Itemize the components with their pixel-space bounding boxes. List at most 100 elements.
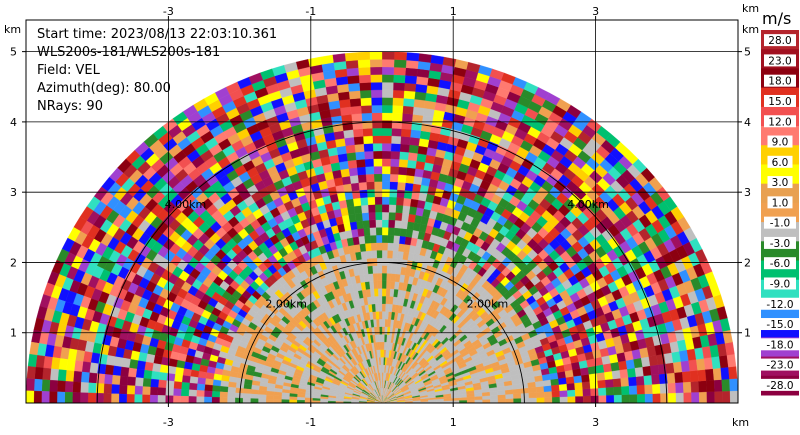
- velocity-cell: [211, 396, 220, 404]
- y-tick-label-left: 4: [10, 116, 17, 129]
- velocity-cell: [720, 366, 730, 380]
- velocity-cell: [242, 393, 251, 399]
- velocity-cell: [602, 363, 613, 373]
- velocity-cell: [369, 234, 377, 244]
- velocity-cell: [415, 83, 428, 94]
- velocity-cell: [381, 127, 392, 136]
- velocity-cell: [381, 242, 388, 251]
- velocity-cell: [381, 135, 392, 144]
- velocity-cell: [370, 74, 383, 83]
- velocity-cell: [341, 175, 351, 185]
- velocity-cell: [204, 384, 213, 392]
- velocity-cell: [134, 385, 143, 395]
- colorbar-label-bg: [767, 176, 793, 189]
- velocity-cell: [402, 205, 411, 215]
- velocity-cell: [598, 387, 607, 396]
- velocity-cell: [103, 374, 113, 385]
- velocity-cell: [405, 59, 419, 69]
- velocity-cell: [362, 128, 373, 137]
- velocity-cell: [365, 166, 375, 175]
- velocity-cell: [203, 396, 212, 404]
- y-tick-label-left: 1: [10, 327, 17, 340]
- velocity-cell: [350, 182, 360, 192]
- x-tick-label-top: 3: [592, 5, 599, 18]
- velocity-cell: [368, 212, 376, 221]
- velocity-cell: [219, 397, 228, 404]
- velocity-cell: [384, 326, 388, 335]
- velocity-cell: [490, 398, 499, 404]
- velocity-cell: [393, 227, 401, 237]
- velocity-cell: [281, 399, 290, 404]
- velocity-cell: [372, 273, 378, 282]
- velocity-cell: [417, 145, 428, 155]
- colorbar-label-bg: [760, 338, 800, 351]
- velocity-cell: [369, 66, 383, 75]
- velocity-cell: [379, 334, 383, 343]
- velocity-cell: [174, 367, 184, 376]
- velocity-cell: [384, 311, 389, 320]
- colorbar-label-bg: [764, 216, 796, 229]
- velocity-cell: [338, 160, 349, 170]
- velocity-cell: [342, 183, 352, 193]
- velocity-cell: [72, 392, 81, 404]
- velocity-cell: [364, 150, 374, 160]
- velocity-cell: [403, 82, 417, 92]
- colorbar-label: 23.0: [768, 55, 791, 67]
- velocity-cell: [621, 385, 630, 395]
- velocity-cell: [381, 59, 395, 68]
- velocity-cell: [371, 97, 383, 106]
- velocity-cell: [580, 367, 590, 376]
- velocity-cell: [112, 365, 122, 377]
- velocity-cell: [393, 235, 400, 244]
- velocity-cell: [367, 204, 376, 213]
- range-ring-label: 2.00km: [265, 298, 307, 311]
- range-ring-label: 2.00km: [467, 298, 509, 311]
- velocity-cell: [374, 181, 383, 190]
- velocity-cell: [406, 159, 417, 169]
- velocity-cell: [337, 91, 350, 101]
- velocity-cell: [543, 391, 553, 398]
- axis-ticks: -3 -3 -1 -1 1 1 3 3 1 1 2 2 3 3 4 4 5 5 km km km km: [4, 2, 759, 429]
- velocity-cell: [402, 98, 415, 107]
- velocity-cell: [212, 385, 221, 392]
- velocity-cell: [136, 360, 146, 371]
- velocity-cell: [589, 380, 599, 389]
- velocity-cell: [644, 393, 654, 404]
- velocity-cell: [120, 366, 130, 377]
- velocity-cell: [401, 113, 413, 123]
- velocity-cell: [582, 395, 592, 404]
- velocity-cell: [581, 381, 591, 390]
- velocity-cell: [387, 234, 395, 244]
- velocity-cell: [373, 158, 383, 167]
- velocity-cell: [381, 89, 394, 98]
- azimuth-text: Azimuth(deg): 80.00: [37, 81, 171, 96]
- colorbar-label: 12.0: [768, 116, 791, 128]
- velocity-cell: [378, 303, 383, 312]
- velocity-cell: [58, 358, 68, 371]
- velocity-cell: [188, 389, 197, 397]
- velocity-cell: [65, 370, 75, 382]
- velocity-cell: [385, 288, 391, 297]
- velocity-cell: [370, 242, 377, 251]
- velocity-cell: [389, 280, 396, 290]
- velocity-cell: [575, 395, 584, 404]
- velocity-cell: [158, 372, 168, 381]
- velocity-cell: [650, 364, 660, 376]
- velocity-cell: [373, 166, 383, 175]
- velocity-cell: [118, 384, 128, 395]
- velocity-cell: [418, 138, 430, 148]
- velocity-cell: [395, 266, 402, 275]
- velocity-cell: [528, 386, 537, 394]
- velocity-cell: [312, 398, 321, 402]
- velocity-cell: [651, 374, 661, 385]
- colorbar-label-bg: [767, 196, 793, 209]
- velocity-cell: [359, 82, 372, 91]
- colorbar-label-bg: [767, 135, 793, 148]
- velocity-cell: [227, 386, 236, 394]
- velocity-cell: [673, 361, 683, 373]
- velocity-cell: [361, 212, 370, 221]
- velocity-cell: [520, 387, 529, 394]
- velocity-cell: [377, 280, 383, 289]
- velocity-cell: [135, 368, 145, 379]
- colorbar-label: 6.0: [772, 157, 789, 169]
